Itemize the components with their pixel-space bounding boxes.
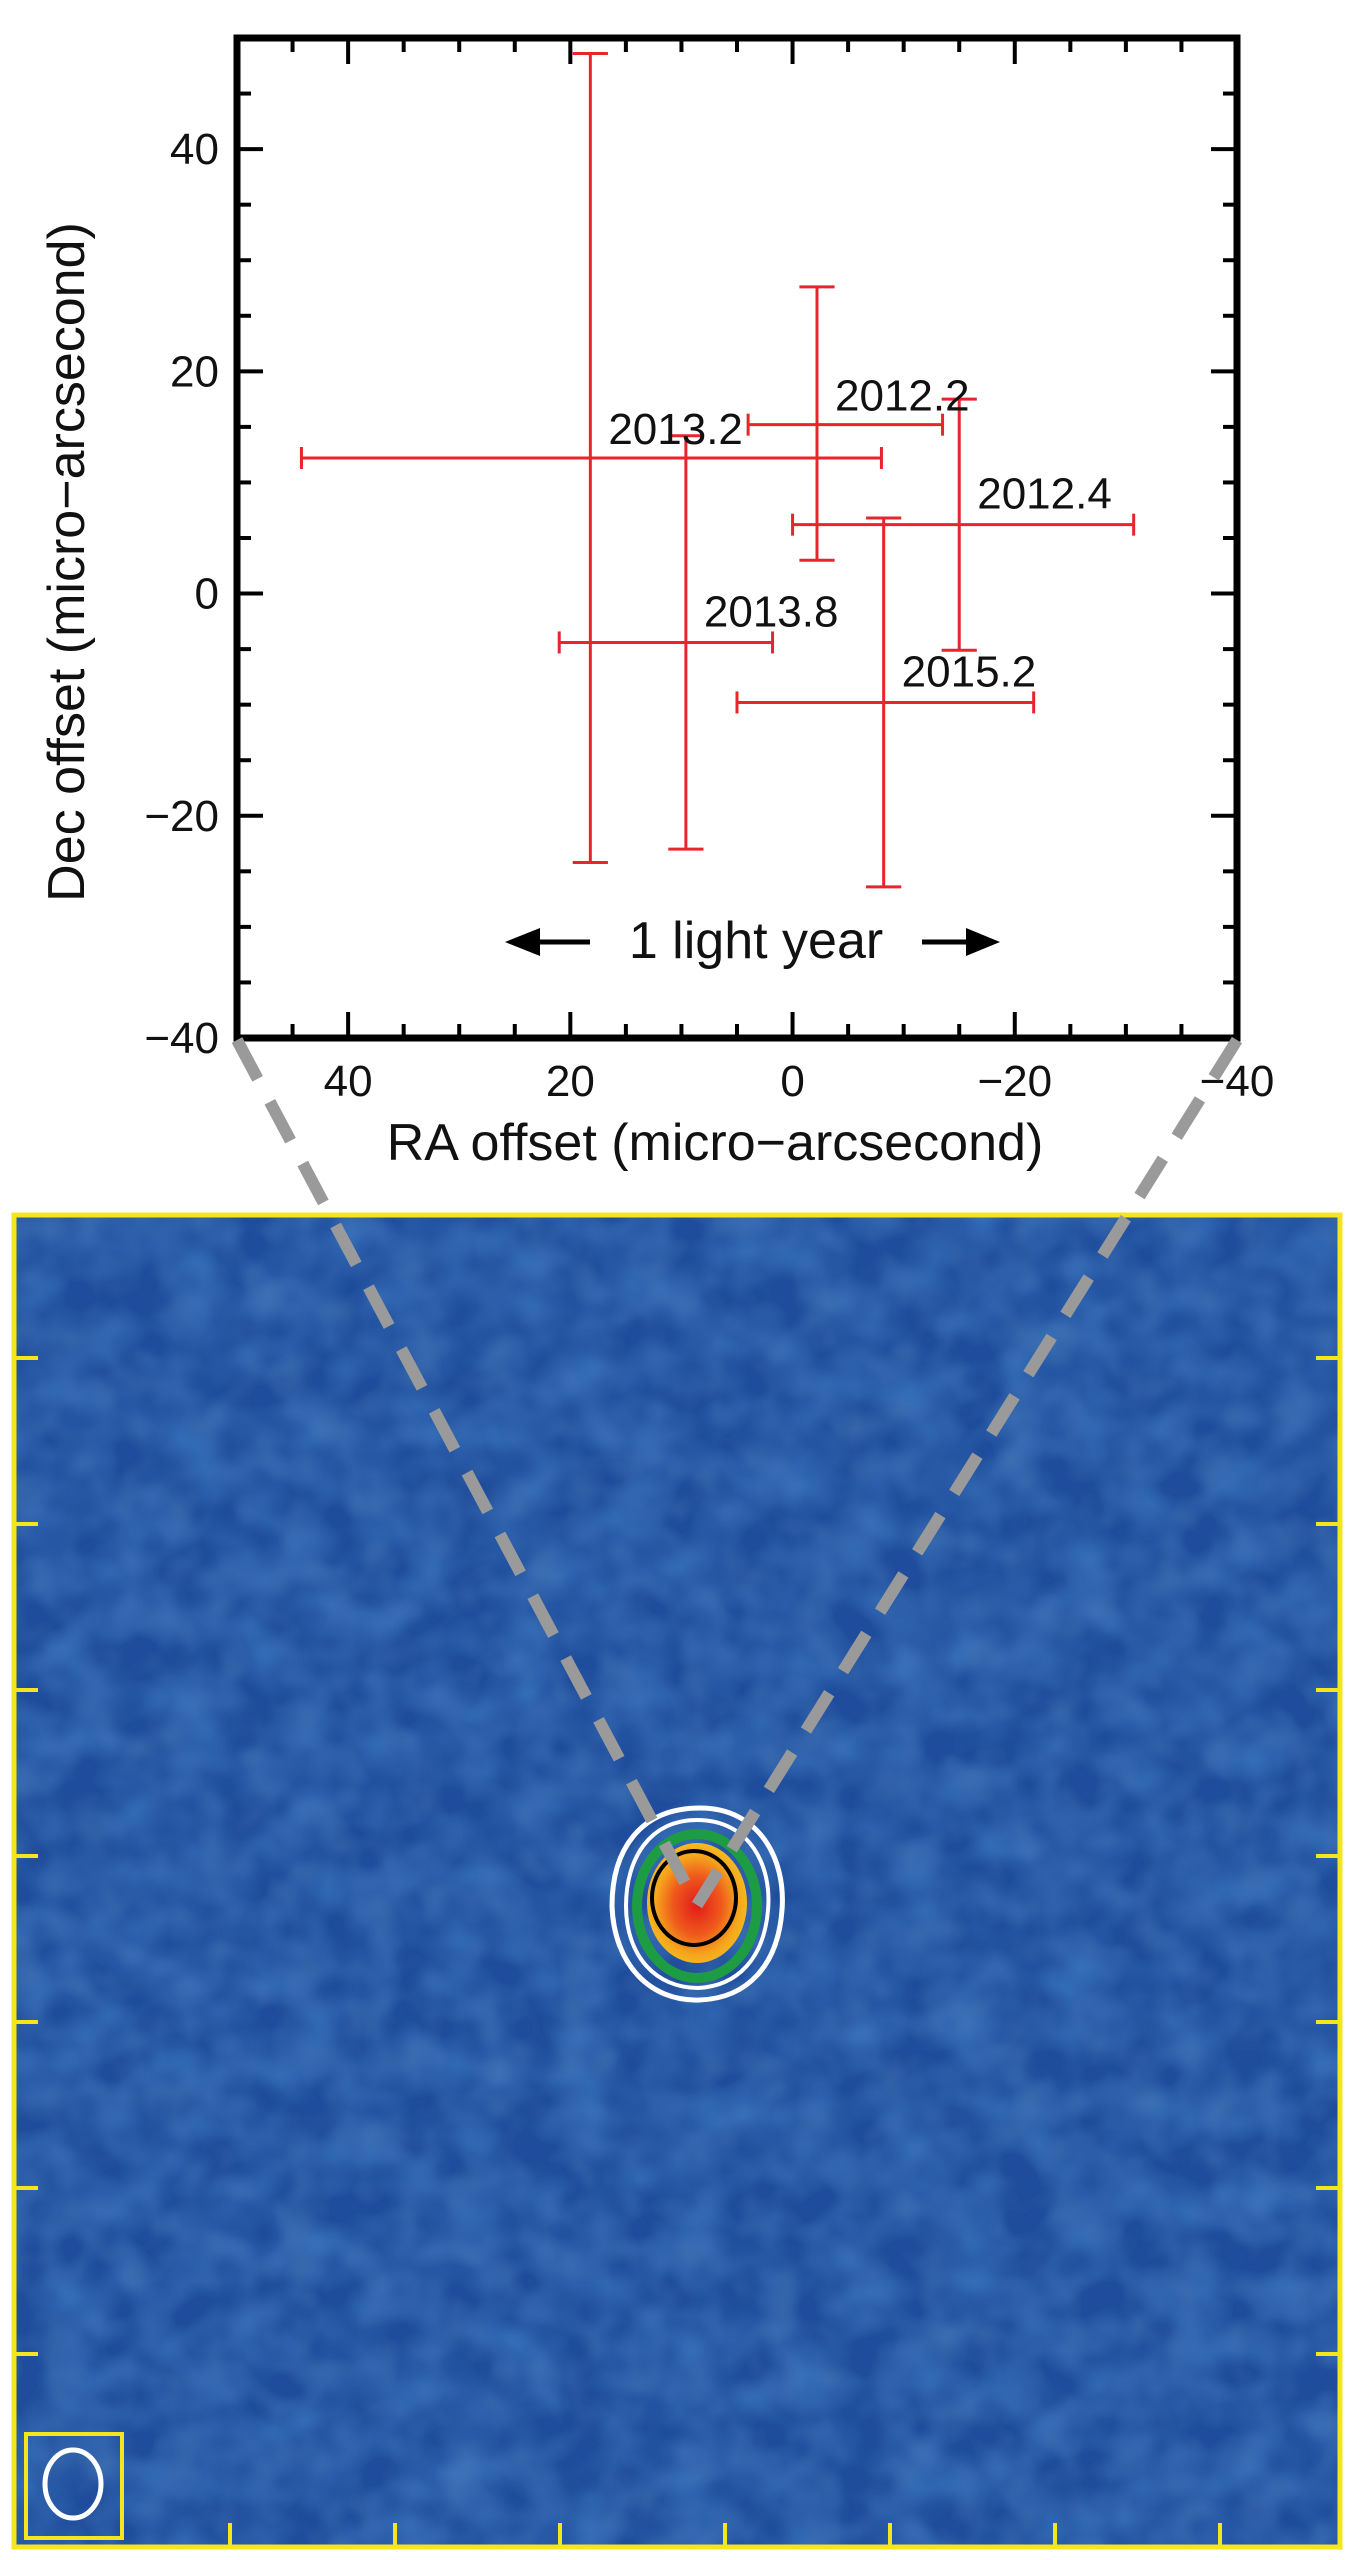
y-tick-label: 40 <box>170 125 219 174</box>
x-tick-label: 40 <box>324 1057 373 1106</box>
x-axis-label: RA offset (micro−arcsecond) <box>387 1114 1044 1172</box>
series-label: 2012.2 <box>835 372 970 421</box>
series-label: 2015.2 <box>902 647 1037 696</box>
series-label: 2013.2 <box>608 405 743 454</box>
series-label: 2012.4 <box>977 470 1112 519</box>
beam-ellipse <box>42 2447 104 2521</box>
y-tick-label: −20 <box>144 792 219 841</box>
x-tick-label: −20 <box>977 1057 1052 1106</box>
y-tick-label: 20 <box>170 347 219 396</box>
series-label: 2013.8 <box>704 587 839 636</box>
arrow-right-head-icon <box>966 928 1000 956</box>
x-tick-label: 20 <box>546 1057 595 1106</box>
beam-marker <box>24 2432 124 2540</box>
y-axis-label: Dec offset (micro−arcsecond) <box>38 222 96 902</box>
x-tick-label: 0 <box>780 1057 804 1106</box>
axis-ticks <box>235 36 1239 1040</box>
contour-inner-white <box>623 1817 771 1991</box>
connector-right <box>691 1036 1243 1909</box>
scale-annotation: 1 light year <box>505 912 1000 970</box>
arrow-left-head-icon <box>505 928 540 956</box>
y-tick-label: −40 <box>144 1014 219 1063</box>
vlbi-image <box>11 1212 1343 2550</box>
contour-outer-white <box>609 1805 785 2003</box>
plot-frame <box>233 34 1241 1042</box>
contour-black <box>650 1849 738 1947</box>
image-ticks <box>14 1356 1340 2547</box>
image-frame <box>11 1212 1343 2550</box>
connector-left <box>231 1037 703 1908</box>
error-bar-2013.2 <box>299 52 883 864</box>
error-bar-2012.4 <box>791 397 1136 652</box>
error-bar-2013.8 <box>557 434 775 851</box>
y-tick-label: 0 <box>195 570 219 619</box>
error-bar-2012.2 <box>746 285 945 562</box>
zoom-connector <box>231 1036 1243 1909</box>
error-bars <box>299 52 1136 889</box>
contour-green <box>632 1829 762 1983</box>
beam-box <box>24 2432 124 2540</box>
annotation-text: 1 light year <box>629 912 883 970</box>
error-bar-2015.2 <box>735 516 1036 889</box>
x-tick-label: −40 <box>1200 1057 1275 1106</box>
tick-labels: 40 20 0 −20 −40 −40 −20 0 20 40 <box>144 125 1274 1106</box>
